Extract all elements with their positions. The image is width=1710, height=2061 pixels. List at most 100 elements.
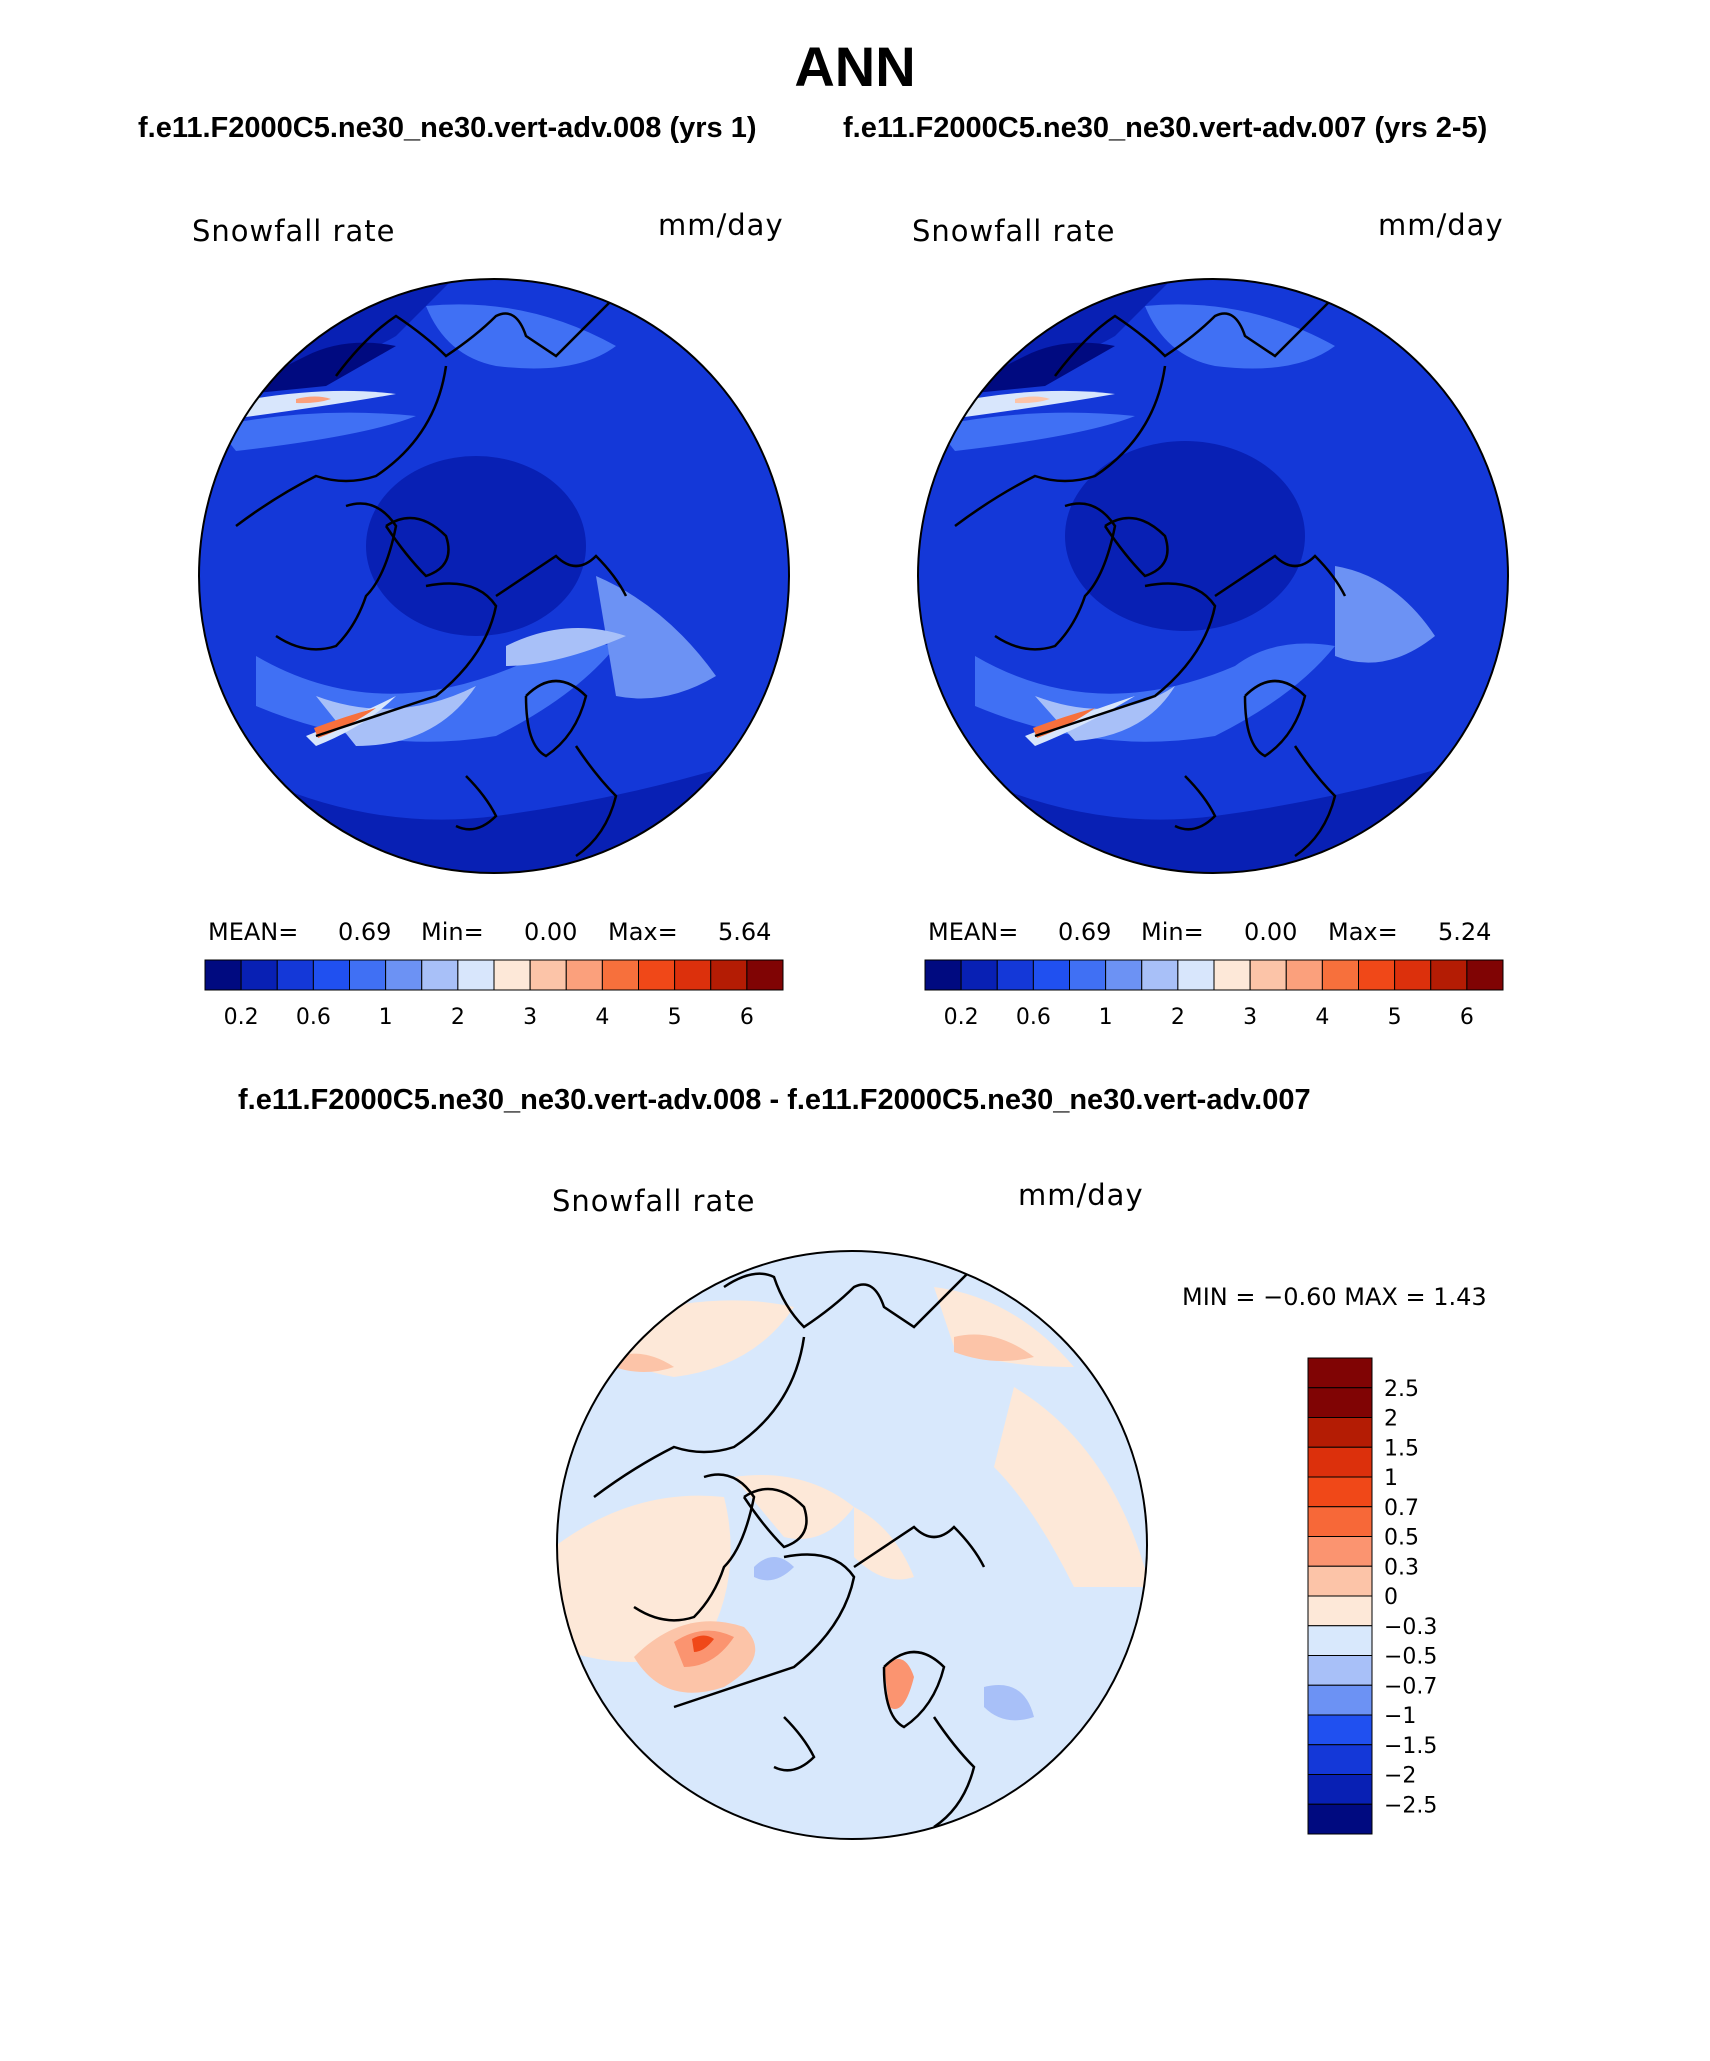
field-region-pos-4 xyxy=(557,1495,731,1662)
colorbar-tick-label: −2.5 xyxy=(1384,1793,1437,1818)
subtitle-left: f.e11.F2000C5.ne30_ne30.vert-adv.008 (yr… xyxy=(138,112,757,144)
colorbar-tick-label: 6 xyxy=(1460,1005,1474,1030)
colorbar-box-15 xyxy=(1466,959,1504,991)
colorbar-box-7 xyxy=(1307,1565,1373,1597)
colorbar-tick-label: 6 xyxy=(740,1005,754,1030)
right-mean-value: 0.69 xyxy=(1058,918,1112,946)
field-region-arctic xyxy=(1065,441,1305,631)
colorbar-left: 0.2 0.6 1 2 3 4 5 6 xyxy=(204,959,784,1030)
field-region-light-2 xyxy=(1145,304,1335,369)
field-region-light-1 xyxy=(935,412,1135,451)
field-region-greenland-3 xyxy=(692,1635,714,1652)
colorbar-box-13 xyxy=(1307,1744,1373,1775)
right-variable-label: Snowfall rate xyxy=(912,214,1116,248)
colorbar-box-9 xyxy=(1307,1625,1373,1656)
colorbar-tick-label: 2 xyxy=(1171,1005,1185,1030)
colorbar-tick-label: 0 xyxy=(1384,1585,1398,1610)
map-boundary xyxy=(556,1250,1148,1840)
field-region-pos-5 xyxy=(734,1475,854,1539)
colorbar-box-5 xyxy=(1307,1506,1373,1537)
left-mean-value: 0.69 xyxy=(338,918,392,946)
colorbar-box-11 xyxy=(1321,959,1359,991)
right-min-label: Min= xyxy=(1141,918,1204,946)
colorbar-tick-label: −0.3 xyxy=(1384,1615,1437,1640)
colorbar-box-0 xyxy=(924,959,962,991)
colorbar-box-15 xyxy=(746,959,784,991)
map-right xyxy=(917,278,1509,874)
colorbar-box-6 xyxy=(421,959,459,991)
left-max-label: Max= xyxy=(608,918,678,946)
map-boundary xyxy=(198,278,790,874)
colorbar-box-8 xyxy=(493,959,531,991)
colorbar-tick-label: 3 xyxy=(523,1005,537,1030)
colorbar-tick-label: 0.5 xyxy=(1384,1526,1419,1551)
map-boundary xyxy=(917,278,1509,874)
field-region-pacific-track xyxy=(216,390,396,421)
colorbar-box-9 xyxy=(529,959,567,991)
diff-variable-label: Snowfall rate xyxy=(552,1184,756,1218)
colorbar-box-6 xyxy=(1141,959,1179,991)
field-region-lighter-2 xyxy=(506,628,626,666)
colorbar-tick-label: 5 xyxy=(1388,1005,1402,1030)
field-region-dark-north xyxy=(975,279,1175,376)
colorbar-box-0 xyxy=(204,959,242,991)
colorbar-box-10 xyxy=(1307,1655,1373,1686)
colorbar-box-12 xyxy=(638,959,676,991)
colorbar-tick-label: 2 xyxy=(1384,1407,1398,1432)
field-region-pos-8 xyxy=(954,1334,1034,1361)
colorbar-tick-label: −1.5 xyxy=(1384,1734,1437,1759)
colorbar-box-3 xyxy=(1032,959,1070,991)
field-region-lighter-1 xyxy=(316,686,476,746)
colorbar-box-1 xyxy=(240,959,278,991)
colorbar-box-6 xyxy=(1307,1536,1373,1567)
field-region-pacific-max xyxy=(296,396,331,404)
colorbar-box-11 xyxy=(601,959,639,991)
field-region-pos-7 xyxy=(614,1353,674,1372)
colorbar-box-8 xyxy=(1213,959,1251,991)
colorbar-tick-label: −0.5 xyxy=(1384,1645,1437,1670)
left-min-label: Min= xyxy=(421,918,484,946)
diff-units-label: mm/day xyxy=(1018,1178,1144,1212)
coastlines xyxy=(235,295,628,858)
colorbar-box-15 xyxy=(1307,1803,1373,1835)
field-region-dark-north xyxy=(256,279,456,376)
colorbar-box-5 xyxy=(385,959,423,991)
diff-title: f.e11.F2000C5.ne30_ne30.vert-adv.008 - f… xyxy=(238,1084,1311,1116)
field-region-greenland-2 xyxy=(674,1630,734,1667)
colorbar-box-14 xyxy=(710,959,748,991)
colorbar-box-0 xyxy=(1307,1357,1373,1389)
field-region-pos-6 xyxy=(854,1507,914,1580)
colorbar-box-8 xyxy=(1307,1595,1373,1627)
colorbar-tick-label: −1 xyxy=(1384,1704,1416,1729)
diff-stats-line: MIN = −0.60 MAX = 1.43 xyxy=(1182,1283,1487,1311)
field-region-light-4 xyxy=(1335,566,1435,663)
colorbar-box-12 xyxy=(1358,959,1396,991)
field-region-neg-1 xyxy=(754,1557,794,1581)
colorbar-diff: 2.5 2 1.5 1 0.7 0.5 0.3 0 −0.3 −0.5 −0.7 −1 −1.5 −2 −2… xyxy=(1307,1357,1437,1835)
colorbar-right: 0.2 0.6 1 2 3 4 5 6 xyxy=(924,959,1504,1030)
left-units-label: mm/day xyxy=(658,208,784,242)
field-region-pacific-track xyxy=(935,390,1115,421)
colorbar-box-9 xyxy=(1249,959,1287,991)
right-mean-label: MEAN= xyxy=(928,918,1019,946)
field-region-light-4 xyxy=(596,576,716,699)
field-region-pacific-max xyxy=(1015,396,1050,404)
colorbar-box-3 xyxy=(1307,1446,1373,1478)
field-region-neg-2 xyxy=(984,1685,1034,1721)
colorbar-box-14 xyxy=(1307,1774,1373,1805)
colorbar-box-10 xyxy=(1285,959,1323,991)
colorbar-tick-label: 0.6 xyxy=(1016,1005,1051,1030)
colorbar-box-7 xyxy=(457,959,495,991)
colorbar-tick-label: 0.7 xyxy=(1384,1496,1419,1521)
field-region-scandinavia xyxy=(884,1659,914,1709)
colorbar-box-4 xyxy=(1069,959,1107,991)
colorbar-box-14 xyxy=(1430,959,1468,991)
colorbar-box-10 xyxy=(565,959,603,991)
colorbar-box-11 xyxy=(1307,1684,1373,1716)
colorbar-box-4 xyxy=(1307,1476,1373,1508)
left-variable-label: Snowfall rate xyxy=(192,214,396,248)
coastlines xyxy=(954,295,1347,858)
colorbar-box-13 xyxy=(674,959,712,991)
colorbar-tick-label: 5 xyxy=(668,1005,682,1030)
left-mean-label: MEAN= xyxy=(208,918,299,946)
